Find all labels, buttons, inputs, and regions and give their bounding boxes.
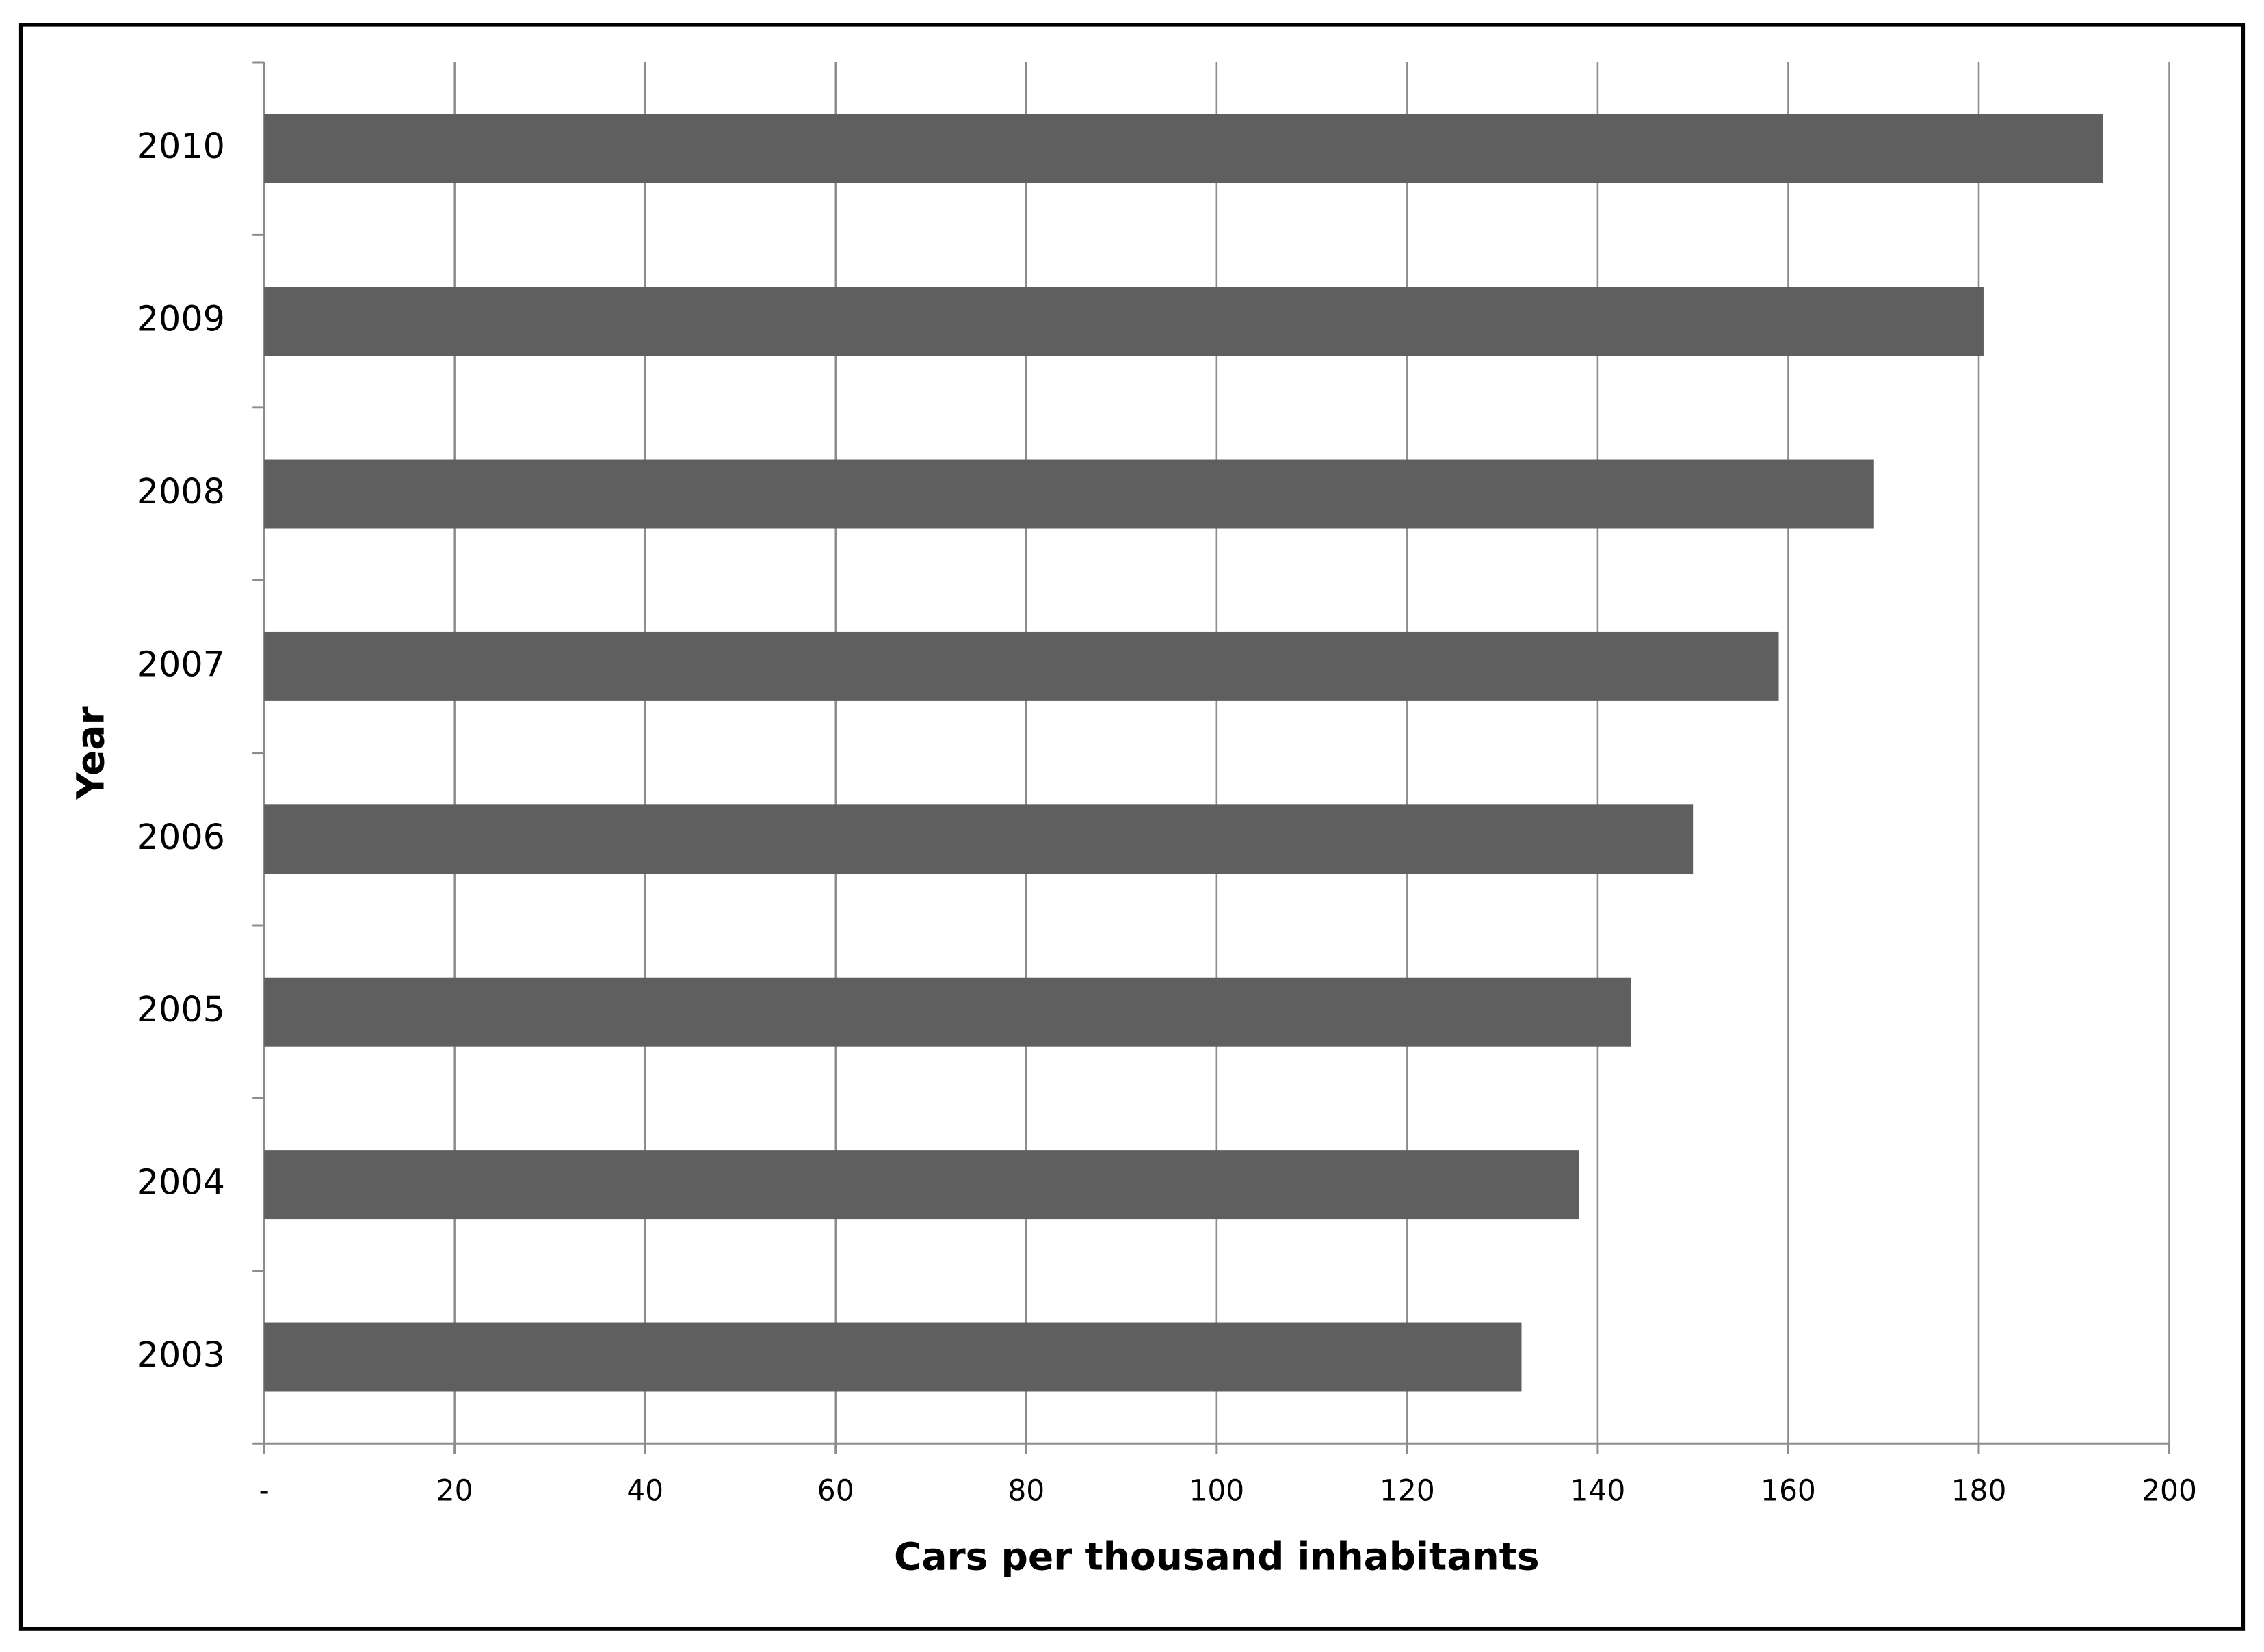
x-tick-label: 160 — [1761, 1474, 1816, 1508]
x-axis-title: Cars per thousand inhabitants — [894, 1535, 1540, 1579]
x-tick-label: 180 — [1951, 1474, 2007, 1508]
bar — [264, 1150, 1579, 1220]
y-tick-label: 2008 — [137, 471, 225, 512]
x-tick-label: 120 — [1380, 1474, 1435, 1508]
bar — [264, 804, 1694, 874]
bar — [264, 631, 1779, 701]
x-tick-label: 80 — [1008, 1474, 1044, 1508]
bar — [264, 1322, 1522, 1392]
y-tick-label: 2004 — [137, 1162, 225, 1203]
y-tick-label: 2010 — [137, 126, 225, 166]
bar — [264, 459, 1874, 529]
y-tick-label: 2006 — [137, 817, 225, 857]
x-tick-label: - — [259, 1474, 269, 1508]
y-tick-label: 2003 — [137, 1335, 225, 1375]
y-tick-label: 2005 — [137, 989, 225, 1030]
x-tick-label: 20 — [436, 1474, 473, 1508]
bar — [264, 287, 1984, 356]
y-tick-label: 2007 — [137, 644, 225, 684]
y-axis-title: Year — [68, 706, 112, 800]
x-tick-label: 100 — [1189, 1474, 1244, 1508]
bar — [264, 114, 2103, 183]
y-tick-label: 2009 — [137, 299, 225, 339]
x-tick-label: 200 — [2142, 1474, 2197, 1508]
x-tick-label: 60 — [817, 1474, 854, 1508]
bar — [264, 977, 1631, 1047]
x-tick-label: 40 — [627, 1474, 663, 1508]
x-tick-label: 140 — [1570, 1474, 1626, 1508]
